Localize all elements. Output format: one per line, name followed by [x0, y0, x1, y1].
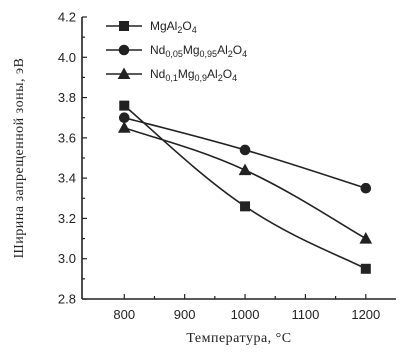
data-point-0-1	[240, 201, 251, 212]
x-tick-label: 1000	[231, 307, 260, 322]
data-point-1-1	[239, 144, 251, 156]
y-tick-label: 3.2	[58, 211, 76, 226]
data-point-0-2	[360, 263, 371, 274]
legend-marker-2	[117, 67, 131, 79]
data-point-2-1	[238, 163, 252, 176]
y-tick-label: 2.8	[58, 292, 76, 307]
x-tick-label: 1200	[351, 307, 380, 322]
legend-marker-1	[118, 44, 130, 56]
series-line-0	[123, 105, 367, 270]
legend: MgAl2O4 Nd0,05Mg0,95Al2O4 Nd0,1Mg0,9Al2O4	[106, 19, 247, 83]
y-tick-label: 3.6	[58, 130, 76, 145]
legend-marker-0	[119, 21, 129, 31]
y-tick-label: 4.2	[58, 10, 76, 25]
x-tick-label: 900	[174, 307, 196, 322]
y-tick-label: 3.0	[58, 251, 76, 266]
x-tick-label: 1100	[291, 307, 319, 322]
y-tick-label: 3.4	[58, 171, 76, 186]
data-point-1-2	[360, 182, 372, 194]
ticks: 2.8 3.0 3.2 3.4 3.6 3.8 4.0 4.2 800 900 1000 1100 12…	[58, 10, 380, 323]
legend-entry-2: Nd0,1Mg0,9Al2O4	[150, 67, 237, 83]
data-point-1-0	[118, 112, 130, 124]
y-axis-label: Ширина запрещенной зоны, эВ	[12, 58, 27, 259]
y-tick-label: 3.8	[58, 90, 76, 105]
legend-entry-0: MgAl2O4	[150, 19, 197, 35]
x-tick-label: 800	[113, 307, 135, 322]
axes	[81, 17, 396, 300]
data-point-0-0	[119, 100, 130, 111]
legend-entry-1: Nd0,05Mg0,95Al2O4	[150, 43, 247, 59]
data-point-2-2	[359, 232, 373, 244]
series-line-2	[124, 127, 367, 240]
data-point-2-0	[117, 121, 131, 133]
x-axis-label: Температура, °С	[186, 331, 291, 346]
y-tick-label: 4.0	[58, 50, 76, 65]
series-layer	[117, 100, 373, 274]
